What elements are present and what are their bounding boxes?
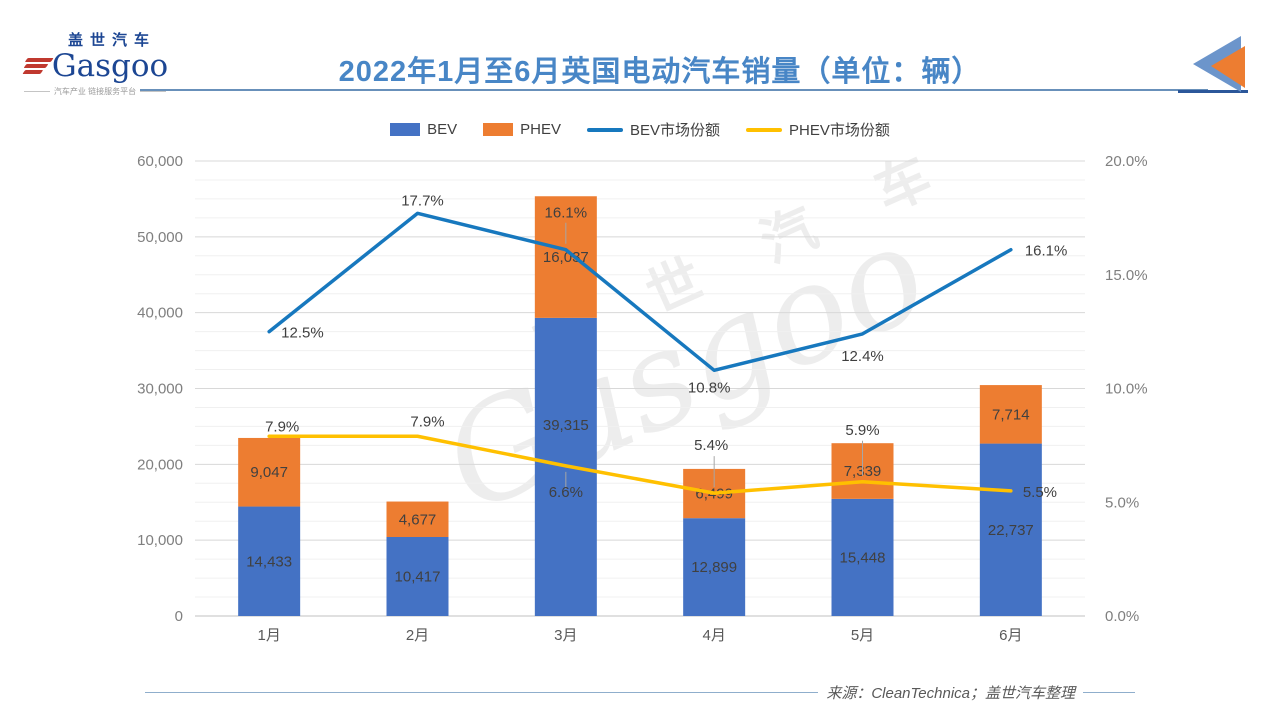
- left-axis-tick: 10,000: [137, 532, 183, 549]
- line-label-bev-share: 12.4%: [841, 348, 884, 365]
- legend-swatch-phev: [483, 123, 514, 136]
- bar-phev-3月: [534, 196, 597, 318]
- right-axis-tick: 15.0%: [1105, 267, 1148, 284]
- line-label-bev-share: 10.8%: [688, 379, 731, 396]
- footer-rule-right: [1083, 692, 1135, 693]
- bar-label-bev: 10,417: [395, 569, 441, 586]
- x-axis-label: 4月: [702, 627, 725, 644]
- right-axis-tick: 5.0%: [1105, 494, 1139, 511]
- legend-label-bev: BEV: [427, 121, 458, 138]
- left-axis-tick: 40,000: [137, 305, 183, 322]
- line-label-phev-share: 6.6%: [549, 484, 583, 501]
- legend: BEV PHEV BEV市场份额 PHEV市场份额: [0, 119, 1280, 140]
- legend-label-phev-share: PHEV市场份额: [789, 122, 890, 139]
- logo-english-text: Gasgoo: [51, 47, 169, 84]
- bar-label-phev: 4,677: [399, 511, 437, 528]
- legend-item-bev-share: BEV市场份额: [587, 119, 720, 140]
- bar-label-bev: 15,448: [840, 549, 886, 566]
- bar-label-bev: 12,899: [691, 559, 737, 576]
- line-label-phev-share: 7.9%: [265, 418, 299, 435]
- left-axis-tick: 30,000: [137, 381, 183, 398]
- logo-tagline: 汽车产业 链接服务平台: [24, 86, 166, 97]
- bar-label-bev: 39,315: [543, 417, 589, 434]
- bar-label-bev: 22,737: [988, 522, 1034, 539]
- right-axis-tick: 0.0%: [1105, 608, 1139, 625]
- x-axis-label: 6月: [999, 627, 1022, 644]
- bar-label-phev: 9,047: [250, 464, 288, 481]
- x-axis-label: 3月: [554, 627, 577, 644]
- legend-item-bev: BEV: [390, 121, 457, 138]
- bar-phev-1月: [238, 437, 301, 507]
- line-label-bev-share: 12.5%: [281, 325, 324, 342]
- left-axis-tick: 20,000: [137, 456, 183, 473]
- gasgoo-logo: 盖世汽车 Gasgoo 汽车产业 链接服务平台: [22, 32, 169, 97]
- left-axis-tick: 60,000: [137, 153, 183, 170]
- line-label-bev-share: 16.1%: [1025, 243, 1068, 260]
- title-underline-accent: [1178, 90, 1248, 93]
- legend-label-phev: PHEV: [520, 121, 561, 138]
- line-label-phev-share: 5.4%: [694, 437, 728, 454]
- line-label-bev-share: 16.1%: [545, 205, 588, 222]
- logo-chinese-text: 盖世汽车: [67, 32, 156, 49]
- footer: 来源：CleanTechnica；盖世汽车整理: [145, 682, 1135, 703]
- bar-phev-6月: [979, 385, 1042, 444]
- left-axis-tick: 0: [175, 608, 183, 625]
- legend-line-phev-share: [746, 127, 783, 132]
- logo-row: Gasgoo: [22, 47, 169, 84]
- bar-bev-1月: [238, 506, 301, 616]
- legend-item-phev-share: PHEV市场份额: [746, 119, 890, 140]
- line-label-phev-share: 5.5%: [1023, 484, 1057, 501]
- footer-rule-left: [145, 692, 819, 693]
- line-label-bev-share: 17.7%: [401, 192, 444, 209]
- right-axis-tick: 20.0%: [1105, 153, 1148, 170]
- legend-item-phev: PHEV: [483, 121, 561, 138]
- x-axis-label: 2月: [406, 627, 429, 644]
- chart-title: 2022年1月至6月英国电动汽车销量（单位：辆）: [338, 56, 982, 88]
- x-axis-label: 5月: [851, 627, 874, 644]
- chart: 14,433 9,047 10,417 4,677 39,315 16,037 12,899…: [137, 153, 1148, 644]
- bar-bev-5月: [831, 498, 894, 616]
- logo-stripes-icon: [16, 58, 54, 74]
- line-phev-share: [267, 434, 1013, 495]
- title-underline: [140, 89, 1208, 91]
- bar-bev-6月: [979, 443, 1042, 616]
- legend-line-bev-share: [587, 127, 623, 132]
- bar-label-phev: 7,714: [992, 406, 1030, 423]
- right-axis-tick: 10.0%: [1105, 381, 1148, 398]
- line-bev-share: [267, 211, 1013, 373]
- legend-swatch-bev: [390, 123, 421, 136]
- source-text: 来源：CleanTechnica；盖世汽车整理: [826, 685, 1075, 702]
- bar-bev-2月: [386, 537, 449, 616]
- corner-arrows-icon: [1193, 36, 1245, 92]
- bar-phev-2月: [386, 501, 449, 538]
- bar-bev-4月: [683, 518, 746, 616]
- bar-label-phev: 16,037: [543, 249, 589, 266]
- left-axis-tick: 50,000: [137, 229, 183, 246]
- x-axis-label: 1月: [257, 627, 280, 644]
- bar-label-bev: 14,433: [246, 553, 292, 570]
- line-label-phev-share: 7.9%: [410, 413, 444, 430]
- legend-label-bev-share: BEV市场份额: [630, 122, 721, 139]
- line-label-phev-share: 5.9%: [845, 422, 879, 439]
